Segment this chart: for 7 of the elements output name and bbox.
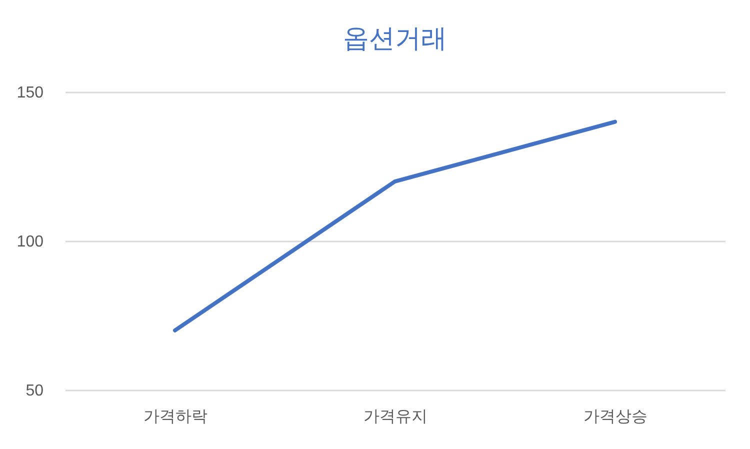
y-tick-label: 100: [16, 234, 44, 250]
y-tick-label: 150: [16, 84, 44, 102]
chart-title: 옵션거래: [343, 23, 447, 53]
x-tick-label: 가격하락: [144, 408, 208, 426]
y-tick-label: 50: [26, 382, 44, 400]
x-tick-label: 가격유지: [364, 408, 428, 426]
x-tick-label: 가격상승: [584, 408, 648, 426]
